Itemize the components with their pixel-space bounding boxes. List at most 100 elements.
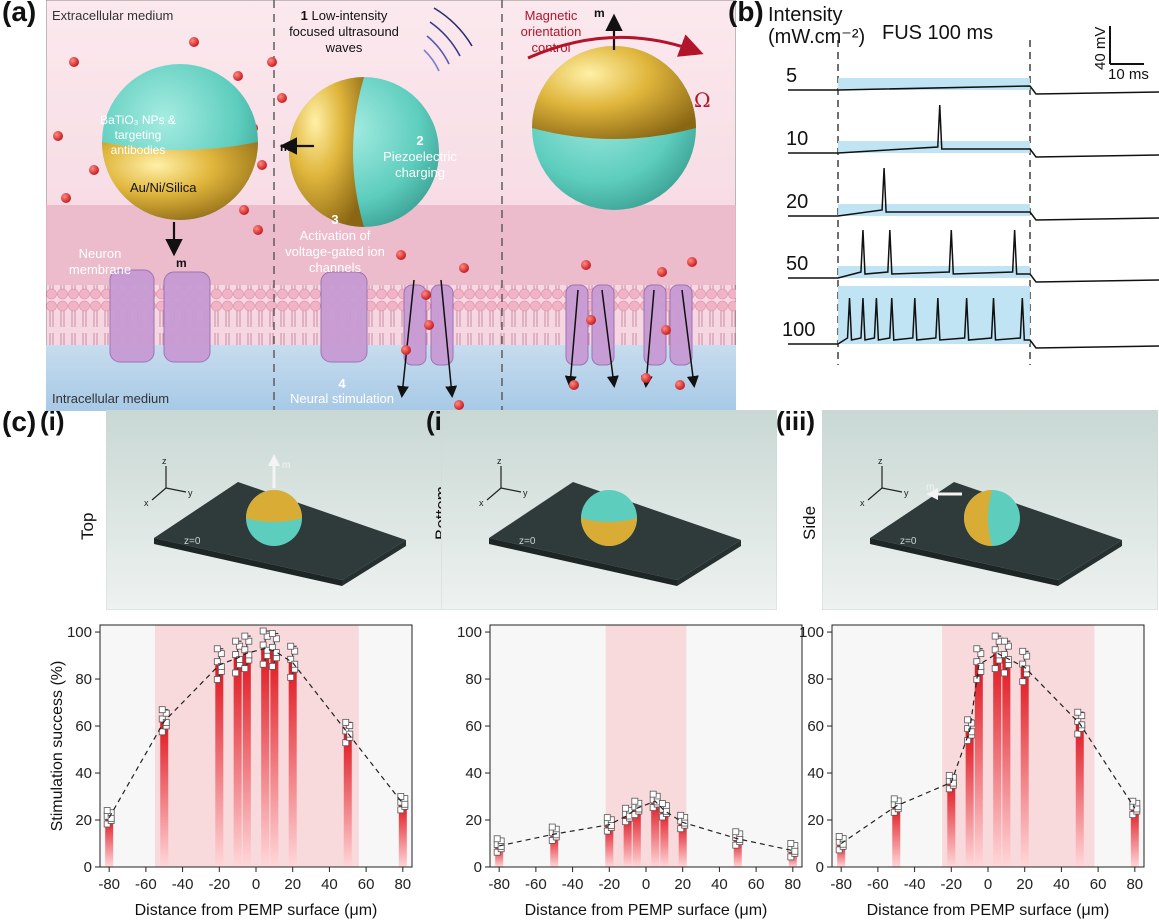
axis-x-label: x xyxy=(144,498,149,508)
data-point xyxy=(103,820,111,828)
intensity-level-label: 20 xyxy=(786,191,808,213)
y-tick-label: 40 xyxy=(465,765,482,782)
x-tick-label: -80 xyxy=(830,876,852,893)
bar xyxy=(550,834,559,867)
x-axis-label: Distance from PEMP surface (μm) xyxy=(525,902,768,919)
data-point xyxy=(1074,708,1082,716)
data-point xyxy=(890,795,898,803)
data-point xyxy=(213,676,221,683)
data-point xyxy=(631,811,639,819)
data-point xyxy=(236,642,244,650)
data-point xyxy=(497,843,505,850)
step2-line1: Piezoelectric xyxy=(383,149,457,164)
x-tick-label: -60 xyxy=(135,876,157,893)
step3-line3: channels xyxy=(308,260,362,275)
x-tick-label: 60 xyxy=(1090,876,1107,893)
data-point xyxy=(548,837,556,844)
data-point xyxy=(677,825,685,833)
data-point xyxy=(158,706,166,714)
orientation-label: Top xyxy=(78,512,97,540)
data-point xyxy=(1074,730,1082,738)
y-tick-label: 20 xyxy=(75,812,92,829)
data-point xyxy=(241,665,249,672)
electrophysiology-traces: 5 10 20 50 100 xyxy=(782,40,1159,365)
data-point xyxy=(158,728,166,736)
x-tick-label: -60 xyxy=(867,876,889,893)
x-tick-label: -20 xyxy=(208,876,230,893)
intensity-level-label: 50 xyxy=(786,253,808,275)
data-point xyxy=(1133,805,1141,813)
data-point xyxy=(649,804,657,811)
y-tick-label: 80 xyxy=(465,671,482,688)
bar xyxy=(965,730,974,867)
data-point xyxy=(649,790,657,798)
y-tick-label: 0 xyxy=(474,859,482,876)
voltage-trace-50 xyxy=(788,229,1159,283)
bar xyxy=(215,664,224,867)
data-point xyxy=(287,673,295,681)
step4-number: 4 xyxy=(338,376,346,391)
shell-label: Au/Ni/Silica xyxy=(130,180,197,195)
data-point xyxy=(342,739,350,747)
data-point xyxy=(1019,660,1027,668)
intensity-level-label: 10 xyxy=(786,128,808,150)
neuron-line1: Neuron xyxy=(78,246,122,261)
neuron-line2: membrane xyxy=(68,262,132,277)
y-tick-label: 0 xyxy=(816,859,824,876)
step1-number: 1 xyxy=(300,8,308,23)
data-point xyxy=(945,785,953,793)
data-point xyxy=(342,718,350,726)
z0-plane-label: z=0 xyxy=(184,536,201,547)
voltage-trace-5 xyxy=(788,85,1159,95)
bar xyxy=(288,662,297,867)
data-point xyxy=(493,848,501,856)
x-tick-label: -80 xyxy=(488,876,510,893)
data-point xyxy=(791,847,799,855)
bar xyxy=(993,653,1002,867)
z0-plane-label: z=0 xyxy=(519,536,536,547)
x-tick-label: -40 xyxy=(562,876,584,893)
data-point xyxy=(162,709,170,717)
data-point xyxy=(973,645,981,653)
data-point xyxy=(259,627,267,635)
omega-symbol: Ω xyxy=(694,88,711,112)
magnetic-control-text: Magnetic orientation control xyxy=(512,8,590,56)
panel-a-letter: (a) xyxy=(2,0,37,27)
y-tick-label: 100 xyxy=(67,624,92,641)
axis-x-label: x xyxy=(479,498,484,508)
data-point xyxy=(662,807,670,815)
data-point xyxy=(232,669,240,677)
np-coating-label: BaTiO₃ NPs & targeting antibodies xyxy=(88,113,188,158)
bar xyxy=(892,805,901,867)
step1-line2: focused ultrasound xyxy=(289,24,399,39)
data-point xyxy=(732,841,740,849)
extracellular-label: Extracellular medium xyxy=(52,8,174,23)
y-tick-label: 80 xyxy=(75,671,92,688)
bar xyxy=(261,648,270,867)
bar xyxy=(233,657,242,867)
m-vector-label: m xyxy=(926,482,934,493)
x-tick-label: 20 xyxy=(674,876,691,893)
y-tick-label: 20 xyxy=(807,812,824,829)
x-tick-label: -60 xyxy=(525,876,547,893)
data-point xyxy=(607,822,615,829)
x-tick-label: -40 xyxy=(172,876,194,893)
data-point xyxy=(1023,652,1031,660)
render-top: z y x z=0 m xyxy=(106,410,442,610)
bar xyxy=(398,803,407,867)
data-point xyxy=(217,650,225,658)
y-tick-label: 100 xyxy=(457,624,482,641)
data-point xyxy=(346,730,354,738)
bar xyxy=(1075,723,1084,867)
data-point xyxy=(1000,669,1008,677)
step4-line1: Neural stimulation xyxy=(289,391,395,406)
axis-y-label: y xyxy=(904,488,909,498)
data-point xyxy=(658,813,666,821)
bar xyxy=(623,815,632,867)
step2-number: 2 xyxy=(416,133,424,148)
m-vector-a3: m xyxy=(594,6,605,20)
data-point xyxy=(272,635,280,643)
data-point xyxy=(397,793,405,800)
data-point xyxy=(245,651,253,659)
bar xyxy=(160,721,169,867)
